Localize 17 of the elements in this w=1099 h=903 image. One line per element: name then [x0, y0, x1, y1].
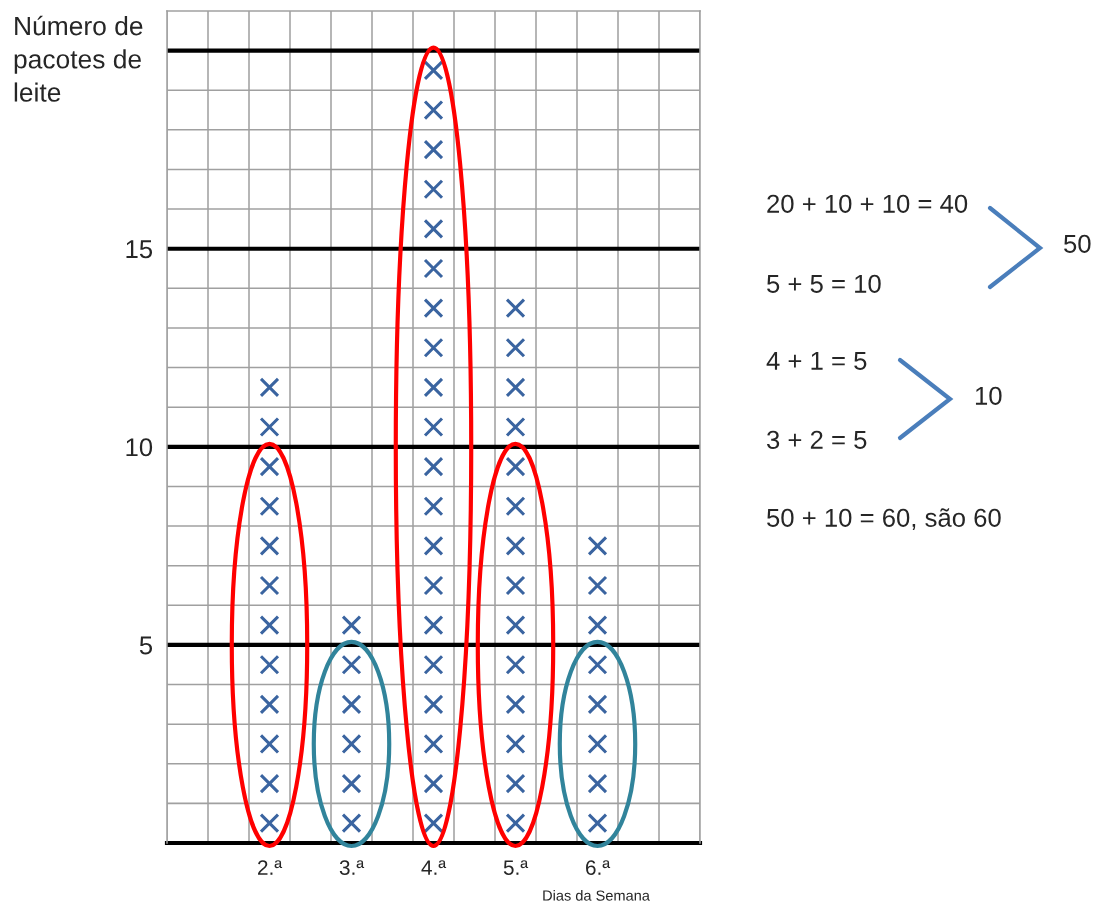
x-tick-label: 2.ª — [258, 860, 283, 875]
text: 5 + 5 = 10 — [767, 274, 881, 293]
x-tick-label: 3.ª — [339, 860, 365, 875]
x-tick-label: 4.ª — [421, 860, 447, 875]
y-tick-label: 5 — [139, 636, 153, 655]
text: 3 + 2 = 5 — [766, 430, 867, 449]
text: 20 + 10 + 10 = 40 — [767, 194, 968, 213]
y-axis-title: Número de pacotes de leite — [14, 15, 143, 102]
text: 10 — [975, 386, 1002, 405]
y-tick-label: 10 — [126, 438, 153, 457]
text: 4 + 1 = 5 — [766, 351, 867, 370]
x-axis-title: Dias da Semana — [543, 890, 650, 901]
text: 50 — [1064, 234, 1091, 253]
text: 50 + 10 = 60, são 60 — [767, 508, 1001, 530]
y-tick-label: 15 — [126, 240, 153, 259]
x-tick-label: 5.ª — [503, 860, 529, 875]
x-tick-label: 6.ª — [586, 860, 611, 875]
